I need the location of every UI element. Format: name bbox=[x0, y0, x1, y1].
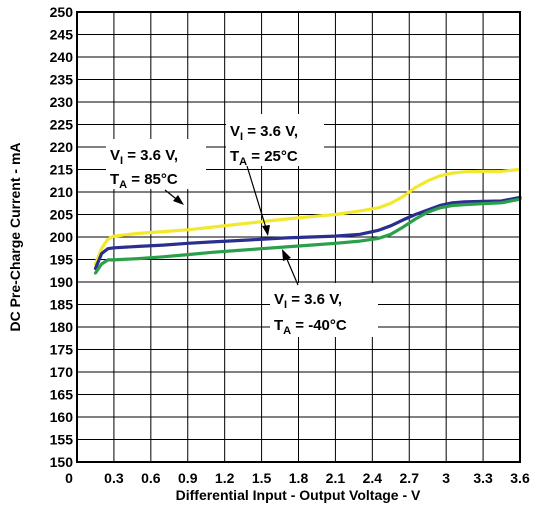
y-tick-label: 235 bbox=[50, 72, 74, 88]
annotation-85c: VI = 3.6 V, TA = 85°C bbox=[106, 139, 206, 205]
y-tick-label: 200 bbox=[50, 229, 74, 245]
y-tick-label: 220 bbox=[50, 139, 74, 155]
x-axis-label: Differential Input - Output Voltage - V bbox=[176, 487, 421, 503]
annotation-minus40c-line2: TA = -40°C bbox=[274, 317, 347, 337]
x-tick-label: 1.2 bbox=[215, 470, 235, 486]
annotation-85c-line1: VI = 3.6 V, bbox=[110, 147, 178, 167]
plot-frame bbox=[76, 11, 521, 463]
annotation-25c-pointer bbox=[246, 165, 267, 229]
annotation-85c-background bbox=[106, 139, 206, 189]
series-line-0 bbox=[93, 167, 522, 266]
annotation-25c-arrowhead bbox=[262, 225, 270, 236]
series-layer bbox=[93, 167, 522, 275]
y-tick-label: 155 bbox=[50, 432, 74, 448]
annotation-minus40c-line1: VI = 3.6 V, bbox=[274, 291, 342, 311]
y-tick-label: 240 bbox=[50, 49, 74, 65]
y-tick-label: 250 bbox=[50, 4, 74, 20]
y-tick-label: 160 bbox=[50, 409, 74, 425]
y-tick-labels: 250 245 240 235 230 225 220 215 210 205 200 195 190 1… bbox=[50, 4, 74, 470]
y-tick-label: 185 bbox=[50, 297, 74, 313]
y-tick-label: 165 bbox=[50, 387, 74, 403]
x-tick-label: 0.9 bbox=[178, 470, 198, 486]
x-tick-label: 1.8 bbox=[289, 470, 309, 486]
x-tick-label: 2.4 bbox=[363, 470, 383, 486]
annotation-minus40c-arrowhead bbox=[282, 249, 291, 261]
x-tick-labels: 0 0.3 0.6 0.9 1.2 1.5 1.8 2.1 2.4 2.7 3 3.3 3.6 bbox=[65, 470, 530, 486]
y-tick-label: 215 bbox=[50, 162, 74, 178]
annotation-25c-line1: VI = 3.6 V, bbox=[230, 123, 298, 143]
x-tick-label: 1.5 bbox=[252, 470, 272, 486]
series-line-2 bbox=[93, 197, 522, 275]
annotation-minus40c-background bbox=[270, 283, 378, 337]
x-tick-label: 2.7 bbox=[400, 470, 420, 486]
series-line-1 bbox=[93, 195, 522, 271]
y-tick-label: 150 bbox=[50, 454, 74, 470]
x-tick-label: 0.6 bbox=[141, 470, 161, 486]
x-tick-label: 2.1 bbox=[326, 470, 346, 486]
annotation-85c-line2: TA = 85°C bbox=[110, 171, 178, 191]
y-tick-label: 170 bbox=[50, 364, 74, 380]
y-tick-label: 205 bbox=[50, 207, 74, 223]
annotation-minus40c-pointer bbox=[285, 256, 299, 286]
y-tick-label: 210 bbox=[50, 184, 74, 200]
annotation-minus40c: VI = 3.6 V, TA = -40°C bbox=[270, 249, 378, 337]
y-tick-label: 245 bbox=[50, 27, 74, 43]
y-tick-label: 195 bbox=[50, 252, 74, 268]
y-tick-label: 190 bbox=[50, 274, 74, 290]
y-tick-label: 175 bbox=[50, 342, 74, 358]
y-tick-label: 180 bbox=[50, 319, 74, 335]
x-tick-label: 3.6 bbox=[510, 470, 530, 486]
x-tick-label: 0.3 bbox=[104, 470, 124, 486]
x-tick-label: 3.3 bbox=[473, 470, 493, 486]
annotation-25c: VI = 3.6 V, TA = 25°C bbox=[226, 114, 324, 236]
y-tick-label: 230 bbox=[50, 94, 74, 110]
annotation-25c-line2: TA = 25°C bbox=[230, 148, 298, 168]
annotation-85c-arrowhead bbox=[173, 195, 184, 205]
y-axis-label: DC Pre-Charge Current - mA bbox=[7, 142, 23, 331]
annotation-25c-background bbox=[226, 114, 324, 166]
y-tick-label: 225 bbox=[50, 117, 74, 133]
x-tick-label: 3 bbox=[442, 470, 450, 486]
x-tick-label: 0 bbox=[65, 470, 73, 486]
